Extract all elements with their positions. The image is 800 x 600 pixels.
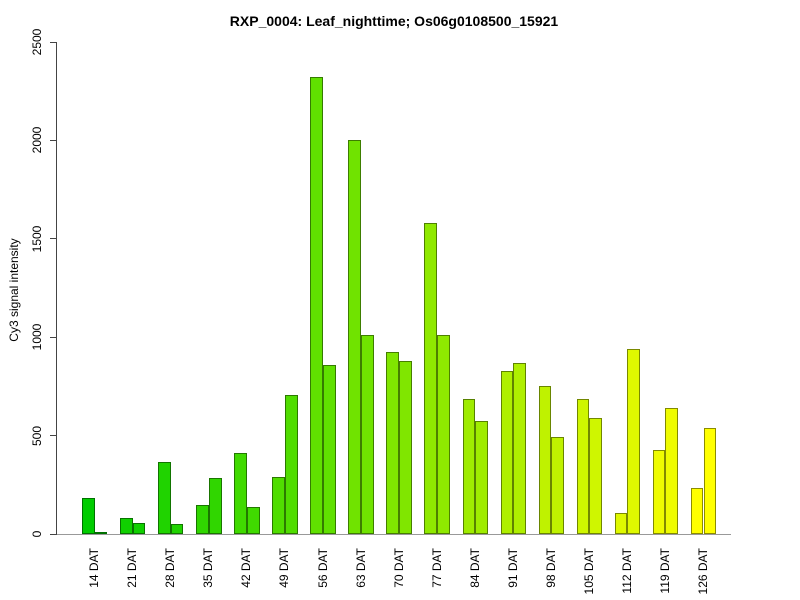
bar-bar1-84-dat [462, 399, 476, 534]
x-tick-label-21-dat: 21 DAT [125, 548, 140, 588]
bar-bar1-126-dat [690, 488, 704, 534]
bar-bar1-70-dat [386, 351, 400, 534]
bar-bar2-49-dat [284, 395, 298, 534]
y-tick-label-2500: 2500 [30, 28, 44, 56]
y-tick-label-2000: 2000 [30, 127, 44, 154]
bar-bar2-63-dat [361, 335, 374, 534]
y-tick-mark-1000 [50, 336, 57, 338]
bar-bar1-49-dat [272, 476, 285, 534]
bar-bar1-91-dat [500, 371, 514, 534]
x-tick-label-119-dat: 119 DAT [657, 548, 672, 594]
x-tick-label-56-dat: 56 DAT [315, 548, 330, 588]
chart-title: RXP_0004: Leaf_nighttime; Os06g0108500_1… [229, 13, 559, 29]
y-axis-label: Cy3 signal intensity [7, 238, 21, 342]
y-tick-label-500: 500 [30, 425, 44, 446]
plot-area [57, 42, 731, 534]
bar-bar1-42-dat [234, 452, 247, 534]
bar-bar1-56-dat [310, 76, 323, 534]
y-tick-mark-0 [50, 533, 57, 535]
x-tick-label-126-dat: 126 DAT [696, 548, 710, 595]
x-tick-label-49-dat: 49 DAT [277, 548, 292, 588]
bar-bar2-126-dat [703, 427, 717, 534]
y-axis-line [56, 42, 57, 535]
y-tick-mark-1500 [50, 238, 57, 240]
y-tick-label-1000: 1000 [30, 323, 44, 351]
bar-bar1-14-dat [82, 497, 95, 534]
bar-bar2-42-dat [246, 507, 260, 534]
y-tick-mark-2000 [50, 139, 57, 141]
x-tick-label-77-dat: 77 DAT [429, 548, 444, 588]
x-tick-label-105-dat: 105 DAT [581, 548, 596, 595]
x-tick-label-98-dat: 98 DAT [543, 548, 558, 588]
bar-bar1-105-dat [576, 398, 590, 534]
x-tick-label-42-dat: 42 DAT [239, 548, 254, 588]
y-tick-mark-500 [50, 435, 57, 437]
bar-bar2-21-dat [132, 522, 146, 534]
bar-bar2-105-dat [589, 417, 603, 534]
bar-bar1-112-dat [614, 513, 628, 534]
x-tick-label-91-dat: 91 DAT [505, 548, 520, 588]
x-tick-label-14-dat: 14 DAT [87, 548, 102, 588]
bar-bar2-35-dat [208, 477, 222, 534]
bar-bar1-119-dat [652, 449, 666, 534]
x-tick-label-70-dat: 70 DAT [391, 548, 406, 588]
y-tick-label-0: 0 [30, 530, 44, 538]
bar-bar1-28-dat [158, 462, 171, 534]
x-tick-label-84-dat: 84 DAT [467, 548, 482, 588]
bar-bar2-84-dat [475, 421, 488, 534]
bar-bar2-91-dat [513, 362, 526, 534]
bar-bar1-77-dat [424, 222, 438, 534]
bar-bar2-70-dat [399, 361, 412, 534]
bar-bar2-77-dat [437, 335, 450, 534]
bar-bar2-112-dat [627, 349, 641, 534]
x-tick-label-35-dat: 35 DAT [201, 548, 216, 588]
y-tick-mark-2500 [50, 41, 57, 43]
x-tick-label-28-dat: 28 DAT [163, 548, 178, 588]
bar-bar2-14-dat [94, 532, 108, 534]
x-tick-label-63-dat: 63 DAT [353, 548, 368, 588]
y-tick-label-1500: 1500 [30, 225, 44, 253]
bar-bar2-28-dat [170, 523, 184, 534]
bar-bar2-98-dat [551, 437, 564, 534]
bar-bar1-35-dat [196, 505, 209, 534]
bar-bar2-119-dat [665, 408, 679, 534]
x-axis-line [57, 534, 731, 535]
bar-bar1-21-dat [120, 517, 133, 534]
bar-bar1-63-dat [348, 140, 362, 534]
bar-bar2-56-dat [323, 364, 336, 534]
bar-bar1-98-dat [538, 386, 552, 534]
x-tick-label-112-dat: 112 DAT [619, 548, 634, 594]
